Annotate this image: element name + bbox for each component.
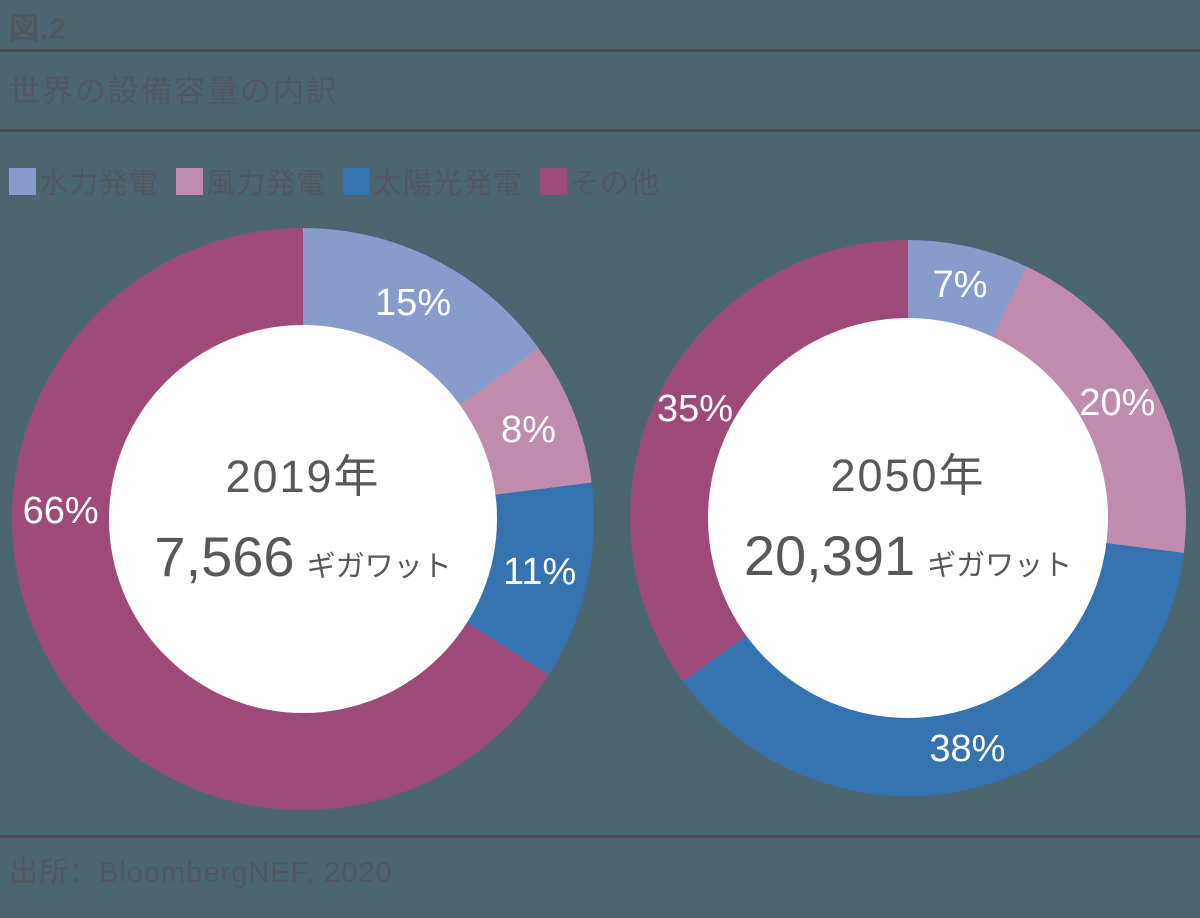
- slice-label-水力発電: 15%: [375, 281, 452, 324]
- legend-swatch-icon: [9, 167, 36, 195]
- slice-label-太陽光発電: 11%: [503, 550, 577, 593]
- chart-legend: 水力発電 風力発電 太陽光発電 その他: [9, 160, 660, 202]
- divider-top: [0, 49, 1200, 52]
- donut-center-value: 20,391: [743, 523, 916, 587]
- divider-bottom: [0, 835, 1200, 838]
- figure-label: 図.2: [9, 13, 68, 46]
- donut-center-value: 7,566: [154, 524, 295, 588]
- legend-label: その他: [570, 168, 661, 200]
- legend-label: 太陽光発電: [373, 168, 524, 200]
- legend-swatch-icon: [343, 167, 371, 195]
- donut-chart-2050年: 7% 20% 38% 35% 2050年 20,391 ギガワット: [630, 240, 1186, 796]
- donut-center-unit: ギガワット: [306, 550, 452, 583]
- divider-under-title: [0, 129, 1200, 132]
- legend-item: 太陽光発電: [343, 160, 523, 202]
- donut-center-value-row: 7,566 ギガワット: [154, 524, 452, 588]
- legend-item: その他: [540, 160, 660, 202]
- donut-center-year: 2050年: [830, 449, 986, 501]
- legend-item: 水力発電: [9, 160, 159, 202]
- donut-center-unit: ギガワット: [927, 549, 1073, 582]
- donut-center-value-row: 20,391 ギガワット: [743, 523, 1073, 587]
- legend-swatch-icon: [176, 167, 204, 195]
- legend-swatch-icon: [540, 167, 568, 195]
- slice-label-風力発電: 20%: [1079, 381, 1156, 424]
- source-note: 出所：BloombergNEF, 2020: [9, 857, 393, 889]
- donut-center: 2050年 20,391 ギガワット: [708, 318, 1108, 718]
- legend-label: 風力発電: [206, 168, 327, 200]
- legend-item: 風力発電: [176, 160, 326, 202]
- donut-chart-2019年: 15% 8% 11% 66% 2019年 7,566 ギガワット: [12, 228, 594, 810]
- slice-label-風力発電: 8%: [501, 408, 556, 451]
- donut-center-year: 2019年: [225, 450, 381, 502]
- slice-label-その他: 66%: [22, 489, 99, 532]
- slice-label-水力発電: 7%: [932, 263, 988, 306]
- legend-label: 水力発電: [39, 168, 160, 200]
- page-title: 世界の設備容量の内訳: [9, 74, 339, 109]
- slice-label-太陽光発電: 38%: [929, 728, 1006, 771]
- donut-center: 2019年 7,566 ギガワット: [109, 325, 497, 713]
- slice-label-その他: 35%: [657, 388, 734, 431]
